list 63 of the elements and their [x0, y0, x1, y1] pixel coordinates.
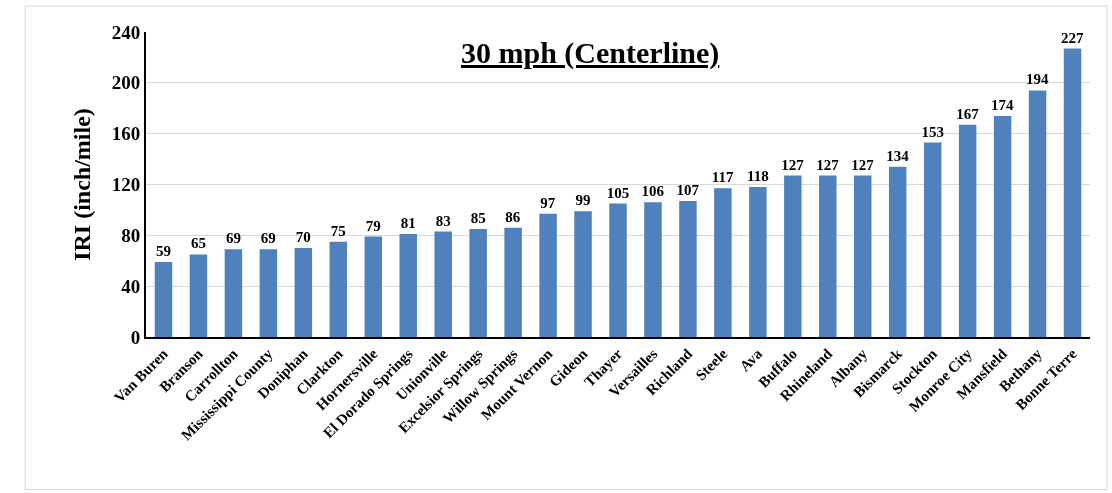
data-label: 127 [781, 156, 805, 173]
bar [574, 211, 592, 337]
data-label: 174 [991, 96, 1015, 113]
data-label: 81 [400, 215, 416, 232]
bar [714, 188, 732, 337]
data-label: 127 [851, 156, 875, 173]
bar [469, 228, 487, 337]
data-label: 153 [921, 123, 944, 140]
bar [504, 227, 522, 337]
bar [539, 213, 557, 337]
bar [1063, 48, 1082, 337]
y-tick-label: 0 [130, 326, 141, 348]
bar [259, 249, 278, 337]
data-label: 79 [365, 217, 381, 234]
bar [224, 249, 243, 337]
data-label: 107 [676, 182, 700, 199]
data-label: 127 [816, 156, 840, 173]
y-axis-title: IRI (inch/mile) [69, 108, 96, 261]
chart-title: 30 mph (Centerline) [461, 36, 720, 70]
bar [399, 234, 417, 337]
data-label: 99 [575, 192, 591, 209]
y-tick-label: 240 [111, 21, 141, 43]
data-label: 75 [330, 222, 346, 239]
y-tick-label: 40 [121, 275, 141, 297]
data-label: 86 [505, 208, 521, 225]
bar [958, 124, 977, 337]
data-label: 227 [1061, 29, 1085, 46]
y-tick-label: 120 [111, 174, 141, 196]
bar [609, 203, 627, 337]
y-tick-label: 200 [111, 72, 141, 94]
bar [749, 187, 767, 337]
bar [854, 175, 872, 337]
bar [644, 202, 662, 337]
bar [784, 175, 802, 337]
bar [679, 201, 697, 337]
data-label: 194 [1026, 71, 1050, 88]
y-tick-label: 80 [121, 224, 141, 246]
bar [434, 231, 452, 337]
data-label: 117 [711, 169, 734, 186]
data-label: 70 [295, 229, 311, 246]
data-label: 106 [641, 183, 665, 200]
bar [993, 115, 1012, 337]
bar [819, 175, 837, 337]
data-label: 59 [155, 243, 171, 260]
data-label: 105 [606, 184, 630, 201]
bar [329, 241, 348, 337]
bar [189, 254, 208, 337]
bar [888, 166, 907, 337]
data-label: 65 [190, 235, 206, 252]
bar [364, 236, 382, 337]
data-label: 134 [886, 147, 910, 164]
bar [923, 142, 942, 337]
data-label: 83 [435, 212, 451, 229]
data-label: 69 [225, 230, 241, 247]
data-label: 85 [470, 209, 486, 226]
bar [1028, 90, 1047, 337]
data-label: 167 [956, 105, 980, 122]
bar [294, 248, 313, 337]
bar [154, 262, 173, 337]
data-label: 97 [540, 194, 556, 211]
y-tick-label: 160 [111, 123, 141, 145]
data-label: 69 [260, 230, 276, 247]
data-label: 118 [747, 168, 769, 185]
